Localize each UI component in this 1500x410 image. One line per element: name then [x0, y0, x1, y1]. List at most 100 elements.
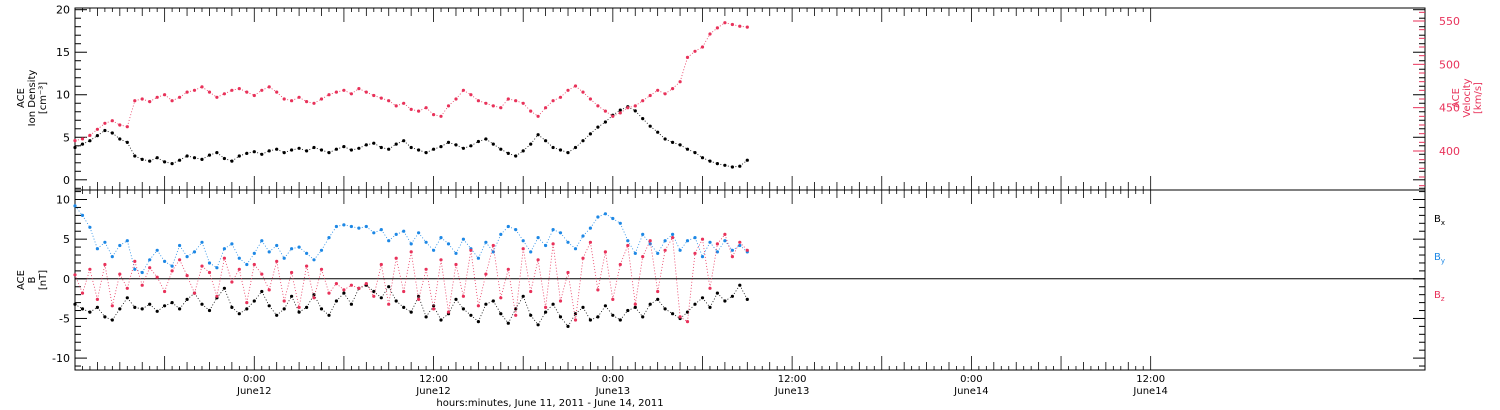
- field-y-trace: [470, 248, 479, 259]
- velocity-trace: [82, 135, 91, 140]
- field-z-trace: [365, 283, 375, 297]
- velocity-trace: [231, 88, 240, 91]
- density-trace: [433, 146, 442, 150]
- field-z-trace: [492, 245, 502, 298]
- velocity-trace: [508, 98, 516, 102]
- field-x-trace: [351, 288, 360, 305]
- field-z-trace: [231, 269, 240, 283]
- field-y-point: [402, 229, 406, 233]
- field-z-trace: [507, 269, 517, 316]
- field-x-point: [148, 302, 152, 306]
- field-y-trace: [216, 248, 225, 268]
- density-trace: [126, 142, 136, 157]
- field-y-point: [125, 239, 129, 243]
- velocity-trace: [657, 89, 666, 95]
- velocity-trace: [126, 100, 136, 127]
- density-trace: [269, 148, 277, 152]
- field-y-trace: [582, 227, 591, 237]
- density-trace: [552, 147, 561, 151]
- density-trace: [224, 158, 233, 162]
- field-y-point: [558, 231, 563, 235]
- field-x-trace: [732, 284, 741, 297]
- density-trace: [418, 149, 427, 153]
- field-z-trace: [149, 267, 158, 278]
- field-y-trace: [253, 240, 263, 254]
- field-z-trace: [545, 243, 554, 308]
- field-z-point: [237, 267, 241, 271]
- velocity-trace: [358, 88, 367, 93]
- velocity-point: [745, 25, 749, 29]
- field-z-trace: [403, 251, 412, 292]
- field-z-trace: [388, 258, 397, 305]
- density-point: [723, 163, 727, 167]
- density-trace: [74, 143, 83, 148]
- density-trace: [328, 148, 337, 153]
- density-point: [192, 156, 197, 160]
- x-tick-time: 0:00: [960, 374, 982, 385]
- field-y-trace: [171, 245, 180, 267]
- field-x-trace: [343, 292, 352, 305]
- density-trace: [478, 138, 487, 142]
- velocity-point: [148, 100, 152, 104]
- field-x-trace: [246, 300, 255, 310]
- density-trace: [366, 142, 374, 146]
- field-z-trace: [156, 277, 165, 292]
- field-z-trace: [440, 259, 449, 313]
- velocity-tick-label: 550: [1439, 15, 1460, 28]
- field-z-trace: [470, 250, 479, 306]
- field-x-trace: [164, 302, 173, 307]
- velocity-axis-label: [km/s]: [1473, 82, 1484, 114]
- field-y-trace: [485, 242, 494, 253]
- field-panel-frame: [74, 189, 1426, 371]
- field-y-trace: [149, 250, 158, 261]
- field-z-point: [148, 266, 152, 270]
- density-trace: [530, 134, 539, 145]
- field-z-trace: [380, 264, 390, 305]
- field-tick-label: 5: [63, 233, 70, 246]
- field-x-trace: [709, 292, 718, 308]
- density-panel-frame: [74, 7, 1426, 191]
- field-z-trace: [709, 243, 718, 289]
- field-y-trace: [530, 237, 539, 253]
- field-z-trace: [171, 259, 180, 272]
- velocity-trace: [246, 91, 255, 96]
- field-x-trace: [702, 297, 711, 308]
- field-y-trace: [89, 227, 98, 249]
- field-x-trace: [619, 310, 629, 321]
- field-z-trace: [634, 256, 644, 305]
- field-z-trace: [672, 237, 681, 317]
- field-x-trace: [194, 292, 203, 305]
- density-trace: [642, 118, 651, 127]
- field-z-trace: [224, 258, 233, 283]
- velocity-trace: [396, 102, 404, 107]
- field-tick-label: -5: [59, 312, 70, 325]
- velocity-trace: [157, 94, 165, 98]
- field-y-point: [723, 239, 727, 243]
- legend-entry-x: Bx: [1434, 214, 1445, 227]
- velocity-tick-label: 500: [1439, 58, 1460, 71]
- field-z-trace: [283, 272, 292, 302]
- field-x-point: [155, 309, 159, 313]
- field-y-point: [484, 240, 488, 244]
- density-trace: [560, 149, 569, 153]
- field-z-point: [245, 301, 249, 305]
- density-trace: [298, 147, 307, 152]
- field-y-trace: [104, 242, 113, 257]
- field-x-trace: [739, 285, 748, 300]
- x-tick-day: June12: [415, 386, 451, 397]
- velocity-point: [252, 93, 256, 98]
- field-y-point: [260, 239, 264, 243]
- density-trace: [291, 147, 300, 151]
- field-y-trace: [380, 229, 390, 241]
- field-x-trace: [425, 305, 434, 318]
- field-x-trace: [455, 299, 464, 310]
- field-z-point: [588, 240, 593, 244]
- field-y-point: [237, 256, 241, 260]
- velocity-tick-label: 400: [1439, 145, 1460, 158]
- density-trace: [246, 151, 255, 154]
- field-z-trace: [567, 272, 576, 321]
- field-x-trace: [634, 307, 644, 318]
- density-trace: [321, 149, 330, 153]
- density-trace: [306, 147, 315, 152]
